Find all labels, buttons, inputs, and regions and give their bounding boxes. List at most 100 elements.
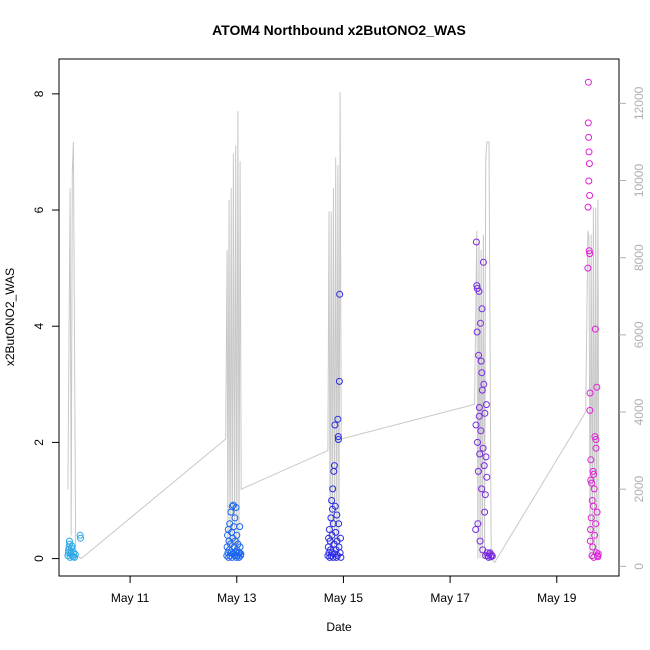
data-point: [329, 520, 337, 528]
data-point: [478, 485, 486, 493]
data-point: [584, 78, 592, 86]
data-point: [594, 553, 602, 561]
data-point: [586, 192, 594, 199]
data-point: [334, 436, 342, 443]
data-point: [587, 514, 595, 522]
y-tick-label: 8: [32, 90, 46, 97]
y2-tick-label: 12000: [632, 86, 646, 120]
data-point: [479, 258, 487, 266]
data-point: [334, 433, 342, 441]
data-point: [329, 485, 337, 493]
data-point: [334, 415, 342, 423]
y-axis-label: x2ButONO2_WAS: [3, 268, 17, 366]
data-point: [481, 508, 489, 516]
data-point: [77, 534, 84, 542]
x-axis: May 11 May 13 May 15 May 17 May 19: [111, 576, 577, 605]
data-point: [476, 450, 484, 458]
data-point: [480, 380, 488, 388]
y2-tick-label: 6000: [632, 321, 646, 348]
data-point: [483, 473, 491, 481]
data-point: [71, 553, 79, 561]
data-point: [475, 404, 483, 411]
data-point: [482, 401, 490, 409]
data-point: [473, 282, 481, 290]
data-point: [475, 351, 483, 359]
y2-tick-label: 0: [632, 563, 646, 570]
y2-axis: 0 2000 4000 6000 8000 10000 12000: [619, 86, 646, 570]
data-point: [329, 553, 337, 561]
data-point: [233, 531, 241, 539]
data-point: [235, 553, 243, 561]
data-point: [331, 421, 339, 429]
plot-frame: [58, 58, 620, 577]
data-point: [337, 534, 344, 542]
data-point: [593, 508, 601, 516]
data-points: [64, 78, 602, 561]
data-point: [332, 553, 340, 561]
data-point: [477, 319, 484, 327]
y2-tick-label: 2000: [632, 476, 646, 503]
data-point: [592, 520, 600, 528]
data-point: [332, 528, 340, 536]
data-point: [231, 514, 239, 522]
data-point: [227, 508, 235, 516]
data-point: [587, 526, 594, 533]
data-point: [327, 514, 335, 522]
data-point: [330, 462, 338, 470]
y-axis: 0 2 4 6 8: [32, 90, 59, 562]
y2-tick-label: 8000: [632, 244, 646, 271]
data-point: [589, 543, 597, 551]
data-point: [329, 505, 336, 513]
data-point: [488, 551, 496, 559]
data-point: [333, 511, 341, 519]
data-point: [476, 537, 484, 545]
data-point: [482, 453, 490, 461]
data-point: [230, 523, 238, 531]
y-tick-label: 0: [32, 555, 46, 562]
data-point: [488, 552, 496, 560]
data-point: [328, 497, 336, 504]
data-point: [232, 504, 240, 511]
data-point: [478, 369, 486, 377]
x-tick-label: May 15: [324, 591, 364, 605]
data-point: [585, 247, 593, 255]
data-point: [591, 325, 599, 333]
data-point: [76, 531, 84, 539]
data-point: [475, 412, 483, 420]
x-tick-label: May 11: [111, 591, 150, 605]
data-point: [474, 438, 481, 446]
data-point: [586, 389, 594, 397]
data-point: [481, 491, 489, 499]
data-point: [337, 553, 345, 561]
data-point: [236, 523, 244, 531]
data-point: [587, 476, 595, 484]
data-point: [585, 177, 593, 185]
data-point: [591, 531, 599, 539]
data-point: [585, 160, 593, 168]
y2-tick-label: 10000: [632, 164, 646, 198]
y-tick-label: 4: [32, 323, 46, 330]
data-point: [586, 537, 594, 545]
data-point: [590, 470, 598, 478]
chart-title: ATOM4 Northbound x2ButONO2_WAS: [212, 22, 466, 38]
data-point: [70, 549, 78, 557]
y-tick-label: 6: [32, 206, 46, 213]
data-point: [586, 406, 594, 414]
data-point: [584, 264, 592, 272]
data-point: [591, 433, 599, 441]
data-point: [472, 526, 480, 533]
data-point: [472, 238, 480, 246]
data-point: [237, 550, 245, 558]
data-point: [236, 543, 244, 551]
data-point: [593, 383, 601, 391]
data-point: [478, 305, 486, 313]
data-point: [472, 421, 480, 429]
data-point: [585, 133, 593, 141]
data-point: [336, 549, 344, 557]
data-point: [335, 520, 343, 528]
data-point: [474, 520, 482, 528]
data-point: [473, 328, 481, 336]
data-point: [594, 550, 602, 558]
data-point: [584, 203, 592, 211]
